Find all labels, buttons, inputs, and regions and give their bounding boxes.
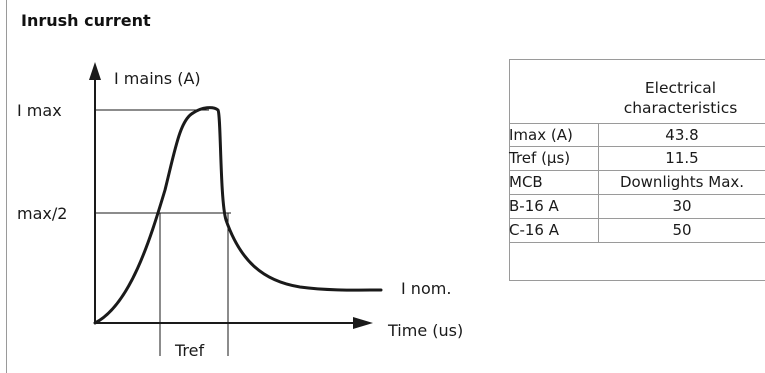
left-border: [6, 0, 7, 373]
y-axis-arrowhead: [89, 62, 101, 80]
table-row: Tref (µs) 11.5: [509, 147, 765, 171]
row-value: 30: [672, 197, 692, 215]
column-divider: [598, 171, 599, 194]
row-label: B-16 A: [509, 197, 559, 215]
column-divider: [598, 147, 599, 170]
section-title: Inrush current: [21, 11, 151, 30]
row-label: Imax (A): [509, 126, 573, 144]
y-axis-label: I mains (A): [114, 69, 201, 88]
table-row: C-16 A 50: [509, 219, 765, 243]
x-axis-label: Time (us): [387, 321, 463, 340]
inrush-current-curve: [93, 106, 383, 325]
half-max-label: max/2: [17, 204, 67, 223]
column-divider: [598, 124, 599, 147]
tref-label: Tref: [174, 341, 204, 360]
row-label: Tref (µs): [509, 149, 571, 167]
row-value: 50: [672, 221, 692, 239]
nominal-current-label: I nom.: [401, 279, 451, 298]
table-header-line1: Electrical: [644, 79, 717, 97]
table-header-line2: characteristics: [623, 99, 738, 117]
table-header: Electrical characteristics: [596, 78, 765, 118]
inrush-current-diagram: I mains (A) I max max/2 I nom. Time (us)…: [17, 62, 463, 360]
column-divider: [598, 195, 599, 218]
table-row: Imax (A) 43.8: [509, 123, 765, 147]
row-label: MCB: [509, 173, 543, 191]
row-label: C-16 A: [509, 221, 560, 239]
x-axis-arrowhead: [353, 317, 373, 329]
imax-label: I max: [17, 101, 62, 120]
row-value: 43.8: [665, 126, 699, 144]
table-row: B-16 A 30: [509, 195, 765, 219]
row-value: Downlights Max.: [619, 173, 745, 191]
row-value: 11.5: [665, 149, 699, 167]
table-row: MCB Downlights Max.: [509, 171, 765, 195]
column-divider: [598, 219, 599, 242]
